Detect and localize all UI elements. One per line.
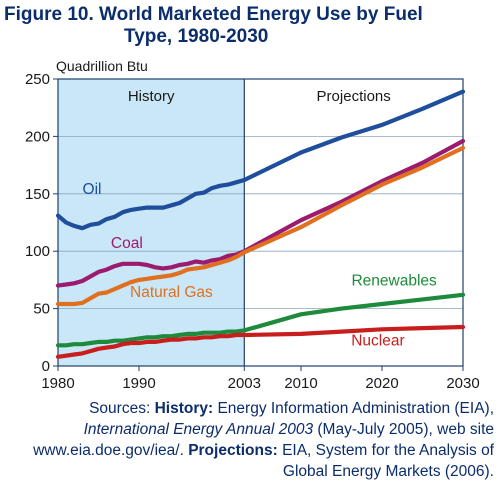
- figure-title-line1: Figure 10. World Marketed Energy Use by …: [4, 4, 423, 25]
- y-axis-label: Quadrillion Btu: [56, 58, 148, 74]
- source-history-publication: International Energy Annual 2003: [83, 421, 314, 438]
- figure-title: Figure 10. World Marketed Energy Use by …: [4, 4, 474, 48]
- chart-labels: Oil Coal Natural Gas Renewables Nuclear: [83, 181, 438, 350]
- y-tick-label-0: 0: [42, 358, 50, 375]
- series-line-oil: [55, 89, 466, 231]
- series-line-coal: [55, 138, 466, 288]
- x-tick-label-1990: 1990: [122, 375, 155, 392]
- x-tick-label-2030: 2030: [446, 375, 479, 392]
- series-line-natural-gas: [55, 145, 466, 307]
- chart-grid: [58, 135, 463, 310]
- chart-axes: 0 50 100 150 200 250 1980 1990 2003 2010 2020 2030 Q…: [25, 58, 480, 392]
- chart-series: [55, 89, 466, 359]
- figure-title-line2: Type, 1980-2030: [124, 26, 269, 47]
- plot-frame: [57, 78, 464, 367]
- source-history-label: History:: [154, 400, 214, 417]
- series-line-nuclear: [55, 324, 466, 359]
- series-label-renewables: Renewables: [351, 273, 437, 290]
- source-projections-label: Projections:: [188, 442, 278, 459]
- line-chart: History Projections 0 50 100 150 200 250 1980 19…: [25, 58, 480, 392]
- source-history-text2: (May-July 2005), web site www.eia.doe.go…: [33, 421, 494, 459]
- region-label-history: History: [128, 88, 175, 105]
- source-projections-text: EIA, System for the Analysis of Global E…: [277, 442, 494, 480]
- x-tick-label-1980: 1980: [41, 375, 74, 392]
- series-line-renewables: [55, 292, 466, 348]
- source-history-text: Energy Information Administration (EIA),: [213, 400, 494, 417]
- y-tick-label-200: 200: [25, 128, 50, 145]
- source-note: Sources: History: Energy Information Adm…: [8, 398, 494, 482]
- y-tick-label-50: 50: [33, 301, 50, 318]
- x-tick-label-2020: 2020: [365, 375, 398, 392]
- y-tick-label-100: 100: [25, 243, 50, 260]
- x-tick-label-2010: 2010: [284, 375, 317, 392]
- series-label-nuclear: Nuclear: [351, 332, 404, 349]
- y-tick-label-250: 250: [25, 71, 50, 88]
- region-label-projections: Projections: [317, 88, 391, 105]
- series-label-oil: Oil: [83, 181, 102, 198]
- series-label-natural-gas: Natural Gas: [130, 284, 213, 301]
- source-prefix: Sources:: [89, 400, 155, 417]
- chart-background: History Projections: [58, 79, 463, 366]
- series-label-coal: Coal: [111, 235, 143, 252]
- region-history: [58, 79, 245, 366]
- x-tick-label-2003: 2003: [228, 375, 261, 392]
- y-tick-label-150: 150: [25, 186, 50, 203]
